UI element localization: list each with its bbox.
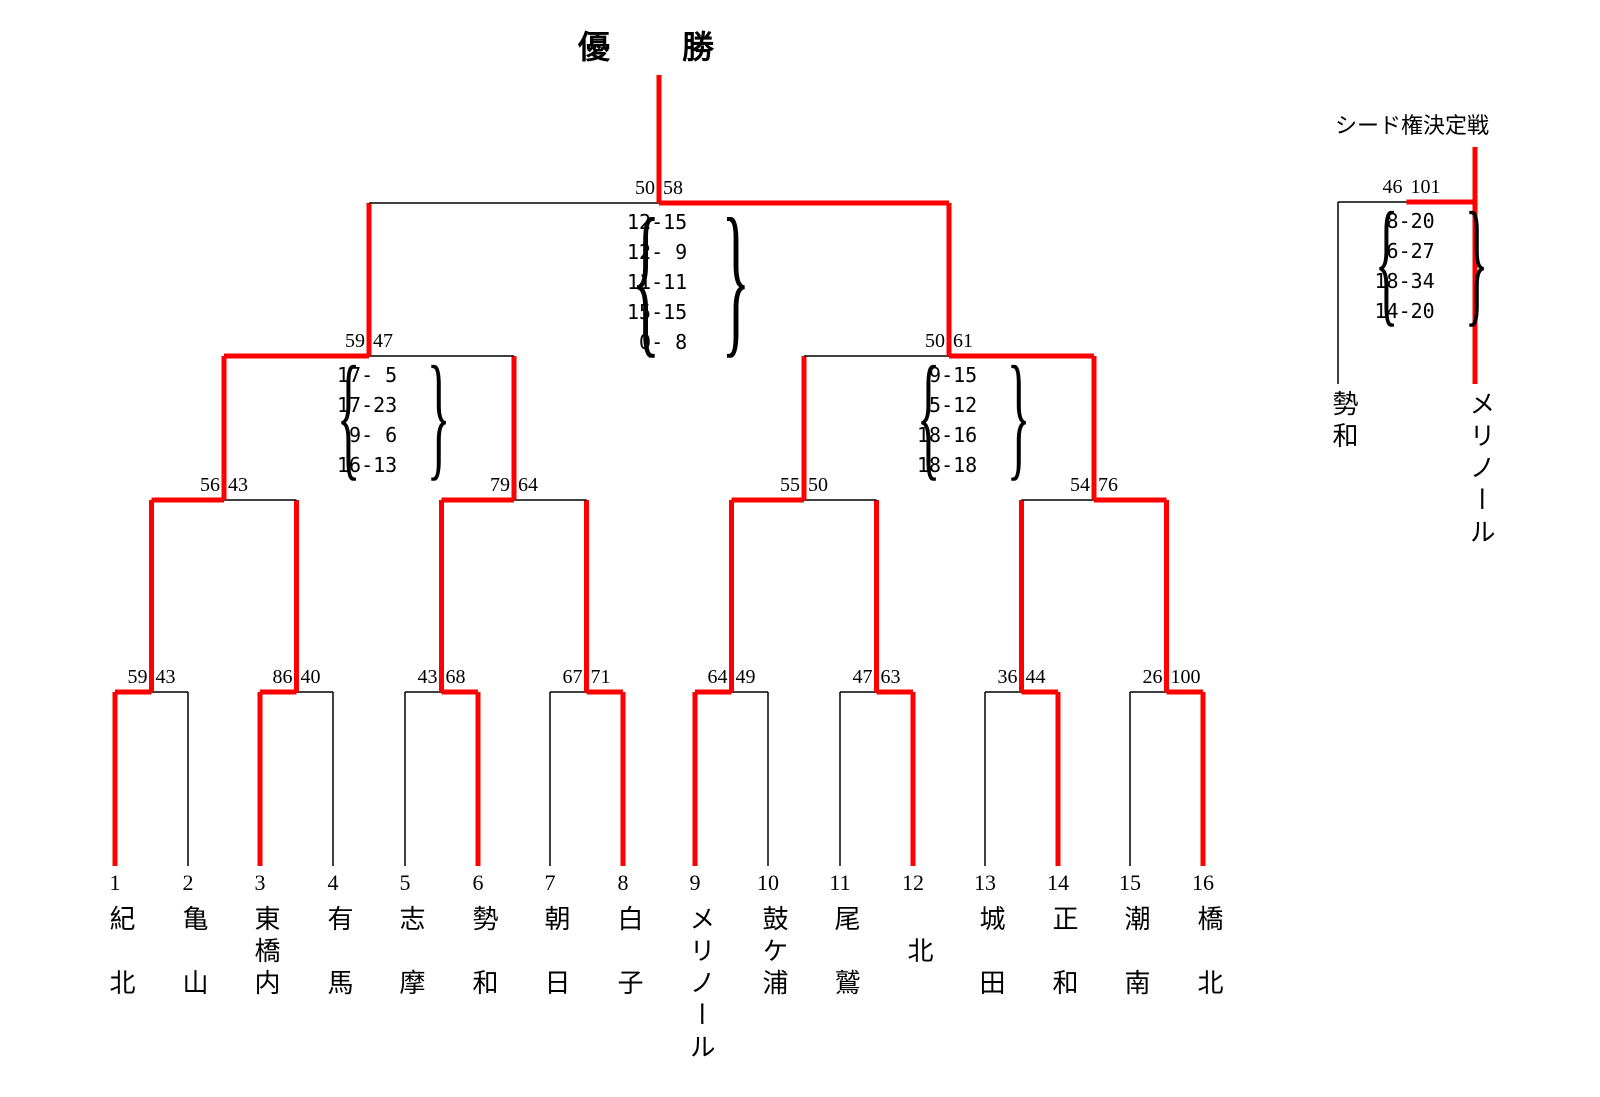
team-9: メリノール <box>683 905 713 1065</box>
seed-6: 6 <box>458 870 498 896</box>
r1-7-sl: 26 <box>1123 666 1163 689</box>
qf-1-sr: 64 <box>518 474 558 497</box>
qf-0-sr: 43 <box>228 474 268 497</box>
seed-12: 12 <box>893 870 933 896</box>
seed-3: 3 <box>240 870 280 896</box>
qf-1-sl: 79 <box>470 474 510 497</box>
side-sr: 101 <box>1411 176 1451 199</box>
team-4: 有 馬 <box>321 905 351 1001</box>
brace-right: } <box>427 346 451 486</box>
team-8: 白 子 <box>611 905 641 1001</box>
seed-15: 15 <box>1110 870 1150 896</box>
team-5: 志 摩 <box>393 905 423 1001</box>
seed-16: 16 <box>1183 870 1223 896</box>
side-team-0: 勢和 <box>1326 390 1356 454</box>
seed-8: 8 <box>603 870 643 896</box>
bracket-lines <box>0 0 1600 1097</box>
r1-3-sl: 67 <box>543 666 583 689</box>
brace-left: { <box>917 346 941 486</box>
seed-1: 1 <box>95 870 135 896</box>
seed-2: 2 <box>168 870 208 896</box>
sf-0-sr: 47 <box>373 330 413 353</box>
sf-1-sr: 61 <box>953 330 993 353</box>
r1-6-sl: 36 <box>978 666 1018 689</box>
r1-4-sr: 49 <box>736 666 776 689</box>
seed-11: 11 <box>820 870 860 896</box>
team-11: 尾 鷲 <box>828 905 858 1001</box>
qf-2-sl: 55 <box>760 474 800 497</box>
seed-4: 4 <box>313 870 353 896</box>
team-10: 鼓ケ浦 <box>756 905 786 1001</box>
r1-6-sr: 44 <box>1026 666 1066 689</box>
f-sr: 58 <box>663 177 703 200</box>
r1-1-sr: 40 <box>301 666 341 689</box>
team-16: 橋 北 <box>1191 905 1221 1001</box>
team-13: 城 田 <box>973 905 1003 1001</box>
qf-3-sr: 76 <box>1098 474 1138 497</box>
seed-14: 14 <box>1038 870 1078 896</box>
brace-left: { <box>632 193 661 363</box>
team-2: 亀 山 <box>176 905 206 1001</box>
team-15: 潮 南 <box>1118 905 1148 1001</box>
r1-4-sl: 64 <box>688 666 728 689</box>
r1-5-sr: 63 <box>881 666 921 689</box>
r1-0-sl: 59 <box>108 666 148 689</box>
team-14: 正 和 <box>1046 905 1076 1001</box>
seed-13: 13 <box>965 870 1005 896</box>
team-6: 勢 和 <box>466 905 496 1001</box>
seed-5: 5 <box>385 870 425 896</box>
r1-3-sr: 71 <box>591 666 631 689</box>
brace-left: { <box>1374 192 1398 332</box>
team-7: 朝 日 <box>538 905 568 1001</box>
seed-7: 7 <box>530 870 570 896</box>
r1-2-sl: 43 <box>398 666 438 689</box>
r1-1-sl: 86 <box>253 666 293 689</box>
seed-10: 10 <box>748 870 788 896</box>
side-team-1: メリノール <box>1463 390 1493 550</box>
r1-0-sr: 43 <box>156 666 196 689</box>
r1-2-sr: 68 <box>446 666 486 689</box>
team-1: 紀 北 <box>103 905 133 1001</box>
team-3: 東橋内 <box>248 905 278 1001</box>
team-12: 北 <box>901 905 931 1001</box>
r1-5-sl: 47 <box>833 666 873 689</box>
qf-0-sl: 56 <box>180 474 220 497</box>
r1-7-sr: 100 <box>1171 666 1211 689</box>
brace-right: } <box>1007 346 1031 486</box>
qf-2-sr: 50 <box>808 474 848 497</box>
brace-right: } <box>722 193 751 363</box>
seed-9: 9 <box>675 870 715 896</box>
brace-left: { <box>337 346 361 486</box>
qf-3-sl: 54 <box>1050 474 1090 497</box>
brace-right: } <box>1464 192 1488 332</box>
